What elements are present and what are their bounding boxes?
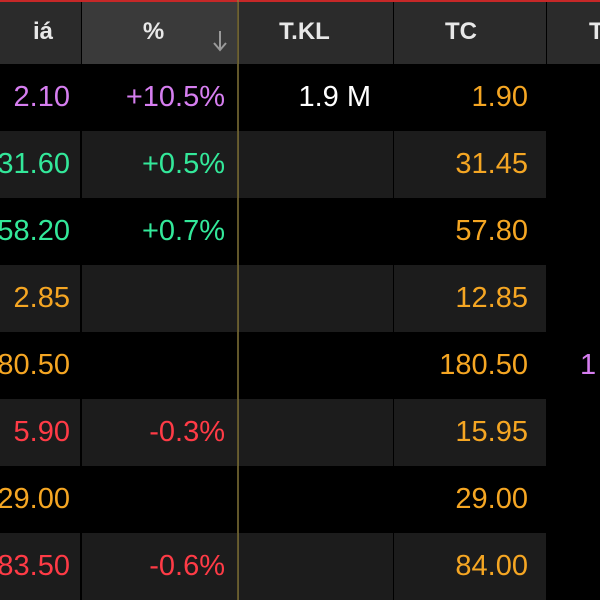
reference-price-cell: 57.80 xyxy=(394,198,546,265)
next-column-cell xyxy=(547,399,600,466)
next-column-cell xyxy=(547,533,600,600)
column-header-reference-label: TC xyxy=(445,18,477,45)
frozen-column-divider xyxy=(237,0,239,600)
table-row[interactable]: 29.00 29.00 xyxy=(0,466,600,533)
percent-change-cell xyxy=(82,265,237,332)
reference-price-cell: 1.90 xyxy=(394,64,546,131)
column-header-percent-label: % xyxy=(142,18,165,45)
sort-descending-icon[interactable] xyxy=(213,30,227,52)
price-cell: 29.00 xyxy=(0,466,80,533)
price-cell: 31.60 xyxy=(0,131,80,198)
total-volume-cell xyxy=(238,399,393,466)
price-cell: 80.50 xyxy=(0,332,80,399)
column-header-reference[interactable]: TC xyxy=(394,0,546,64)
column-header-next[interactable]: T xyxy=(547,0,600,64)
header-row: iá % T.KL TC T xyxy=(0,0,600,64)
table-row[interactable]: 31.60 +0.5% 31.45 xyxy=(0,131,600,198)
percent-change-cell xyxy=(82,466,237,533)
price-cell: 83.50 xyxy=(0,533,80,600)
column-header-price-label: iá xyxy=(32,18,53,45)
price-cell: 58.20 xyxy=(0,198,80,265)
percent-change-cell: +10.5% xyxy=(82,64,237,131)
percent-change-cell: +0.7% xyxy=(82,198,237,265)
percent-change-cell: -0.3% xyxy=(82,399,237,466)
next-column-cell xyxy=(547,131,600,198)
price-cell: 5.90 xyxy=(0,399,80,466)
column-header-percent[interactable]: % xyxy=(82,0,237,64)
column-header-price[interactable]: iá xyxy=(0,0,81,64)
top-border xyxy=(0,0,600,2)
table-row[interactable]: 58.20 +0.7% 57.80 xyxy=(0,198,600,265)
percent-change-cell xyxy=(82,332,237,399)
table-row[interactable]: 83.50 -0.6% 84.00 xyxy=(0,533,600,600)
next-column-cell: 1 xyxy=(580,349,597,381)
next-column-cell xyxy=(547,466,600,533)
table-row[interactable]: 2.10 +10.5% 1.9 M 1.90 xyxy=(0,64,600,131)
reference-price-cell: 180.50 xyxy=(394,332,546,399)
next-column-cell xyxy=(547,198,600,265)
reference-price-cell: 84.00 xyxy=(394,533,546,600)
total-volume-cell: 1.9 M xyxy=(238,64,393,131)
total-volume-cell xyxy=(238,332,393,399)
table-row[interactable]: 2.85 12.85 xyxy=(0,265,600,332)
next-column-cell xyxy=(547,64,600,131)
percent-change-cell: -0.6% xyxy=(82,533,237,600)
reference-price-cell: 29.00 xyxy=(394,466,546,533)
price-cell: 2.85 xyxy=(0,265,80,332)
total-volume-cell xyxy=(238,131,393,198)
reference-price-cell: 12.85 xyxy=(394,265,546,332)
table-row[interactable]: 5.90 -0.3% 15.95 xyxy=(0,399,600,466)
total-volume-cell xyxy=(238,265,393,332)
table-row[interactable]: 80.50 180.50 1 xyxy=(0,332,600,399)
column-header-total-volume[interactable]: T.KL xyxy=(238,0,393,64)
total-volume-cell xyxy=(238,533,393,600)
price-cell: 2.10 xyxy=(0,64,80,131)
reference-price-cell: 31.45 xyxy=(394,131,546,198)
column-header-total-volume-label: T.KL xyxy=(279,18,330,45)
next-column-cell xyxy=(547,265,600,332)
total-volume-cell xyxy=(238,466,393,533)
column-header-next-label: T xyxy=(589,18,600,45)
reference-price-cell: 15.95 xyxy=(394,399,546,466)
total-volume-cell xyxy=(238,198,393,265)
percent-change-cell: +0.5% xyxy=(82,131,237,198)
